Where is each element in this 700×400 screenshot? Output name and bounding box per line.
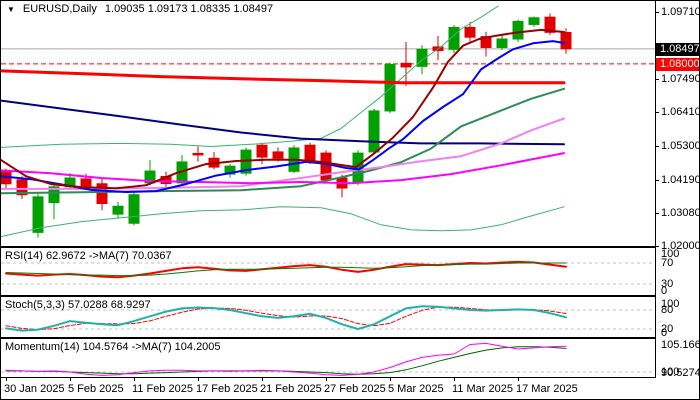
stoch-scale-label: 20 [661, 323, 674, 335]
ma-plum [1, 117, 565, 190]
candle-down [320, 150, 332, 183]
price-tick [656, 79, 659, 80]
candle-up [448, 25, 460, 53]
price-pane[interactable] [1, 1, 655, 246]
momentum-line [5, 342, 567, 376]
candle-down [432, 35, 444, 61]
momentum-scale-label: 100 [661, 366, 680, 378]
rsi-scale-label: 30 [661, 278, 674, 290]
candle-up [512, 19, 524, 43]
time-tick-label: 30 Jan 2025 [4, 383, 65, 395]
time-tick [518, 378, 519, 381]
candle-down [16, 176, 28, 199]
rsi-scale-label: 100 [661, 248, 680, 260]
time-tick-label: 5 Feb 2025 [68, 383, 124, 395]
time-tick [198, 378, 199, 381]
symbol-label: EURUSD,Daily [22, 3, 97, 15]
ma-thick-red [1, 69, 566, 85]
candle-down [208, 151, 220, 170]
symbol-dropdown-icon[interactable]: ▼ [7, 4, 15, 14]
price-tick [656, 246, 659, 247]
rsi-scale-label: 70 [661, 257, 674, 269]
price-tick-label: 1.05300 [661, 140, 700, 152]
rsi-label: RSI(14) 62.9672 ->MA(7) 70.0367 [5, 250, 172, 262]
pane-separator[interactable] [1, 246, 655, 248]
axis-border [655, 1, 656, 378]
candle-down [400, 42, 412, 86]
level-price-badge: 1.08000 [656, 58, 699, 71]
ma-navy [1, 99, 565, 146]
rsi-ma-line [5, 262, 567, 277]
price-tick [656, 112, 659, 113]
time-tick-label: 17 Mar 2025 [516, 383, 578, 395]
time-axis[interactable]: 30 Jan 2025 5 Feb 2025 11 Feb 2025 17 Feb 2… [1, 378, 655, 399]
stoch-scale-label: 100 [661, 298, 680, 310]
momentum-scale-label: 105.1664 [661, 339, 699, 351]
candle-up [224, 164, 236, 178]
time-tick [326, 378, 327, 381]
stoch-main-line [5, 305, 567, 332]
time-tick [6, 378, 7, 381]
pane-separator[interactable] [1, 337, 655, 339]
price-tick [656, 12, 659, 13]
stoch-label: Stoch(5,3,3) 57.0288 68.9297 [5, 299, 151, 311]
rsi-scale-label: 0 [661, 285, 668, 297]
candle-down [464, 22, 476, 42]
current-price-badge: 1.08497 [656, 43, 699, 56]
momentum-label: Momentum(14) 104.5764 ->MA(7) 104.2005 [5, 341, 221, 353]
candle-up [496, 34, 508, 50]
time-tick-label: 21 Feb 2025 [260, 383, 322, 395]
candle-up [32, 191, 44, 238]
price-tick [656, 146, 659, 147]
time-tick [134, 378, 135, 381]
time-tick [454, 378, 455, 381]
plot-area: ▼ EURUSD,Daily 1.09035 1.09173 1.08335 1… [1, 1, 655, 399]
price-tick-label: 1.04190 [661, 174, 700, 186]
time-tick-label: 27 Feb 2025 [324, 383, 386, 395]
candle-down [480, 31, 492, 57]
pane-separator[interactable] [1, 295, 655, 297]
price-tick [656, 213, 659, 214]
price-axis[interactable]: 1.09710 1.07490 1.06410 1.05300 1.04190 1.030… [656, 1, 700, 399]
time-tick [70, 378, 71, 381]
candle-up [368, 108, 380, 155]
candle-down [192, 146, 204, 162]
price-tick-label: 1.03080 [661, 207, 700, 219]
momentum-scale-label: 90.5274 [661, 367, 700, 379]
candle-down [96, 177, 108, 211]
ma-magenta [1, 152, 565, 185]
ma-green [1, 87, 565, 195]
price-tick [656, 180, 659, 181]
ohlc-values: 1.09035 1.09173 1.08335 1.08497 [104, 3, 274, 15]
candle-up [48, 184, 60, 220]
time-tick [262, 378, 263, 381]
candle-up [128, 191, 140, 226]
price-tick-label: 1.06410 [661, 106, 700, 118]
candle-up [384, 62, 396, 114]
price-tick-label: 1.07490 [661, 73, 700, 85]
rsi-line [5, 260, 567, 279]
env-lower [1, 206, 565, 238]
time-tick-label: 11 Feb 2025 [132, 383, 193, 395]
candle-up [112, 201, 124, 219]
rsi-pane[interactable] [1, 248, 655, 295]
time-tick-label: 5 Mar 2025 [388, 383, 444, 395]
chart-title: ▼ EURUSD,Daily 1.09035 1.09173 1.08335 1… [7, 3, 273, 15]
candle-down [560, 28, 572, 54]
time-tick-label: 11 Mar 2025 [452, 383, 513, 395]
price-tick-label: 1.09710 [661, 6, 700, 18]
price-tick-label: 1.02000 [661, 240, 700, 252]
ma-blue [1, 40, 565, 193]
stoch-scale-label: 80 [661, 304, 674, 316]
stoch-pane[interactable] [1, 297, 655, 337]
stoch-scale-label: 0 [661, 327, 668, 339]
env-upper [1, 5, 499, 148]
time-tick-label: 17 Feb 2025 [196, 383, 258, 395]
ma-maroon [1, 28, 565, 190]
candle-up [528, 16, 540, 27]
momentum-pane[interactable] [1, 339, 655, 377]
time-tick [390, 378, 391, 381]
